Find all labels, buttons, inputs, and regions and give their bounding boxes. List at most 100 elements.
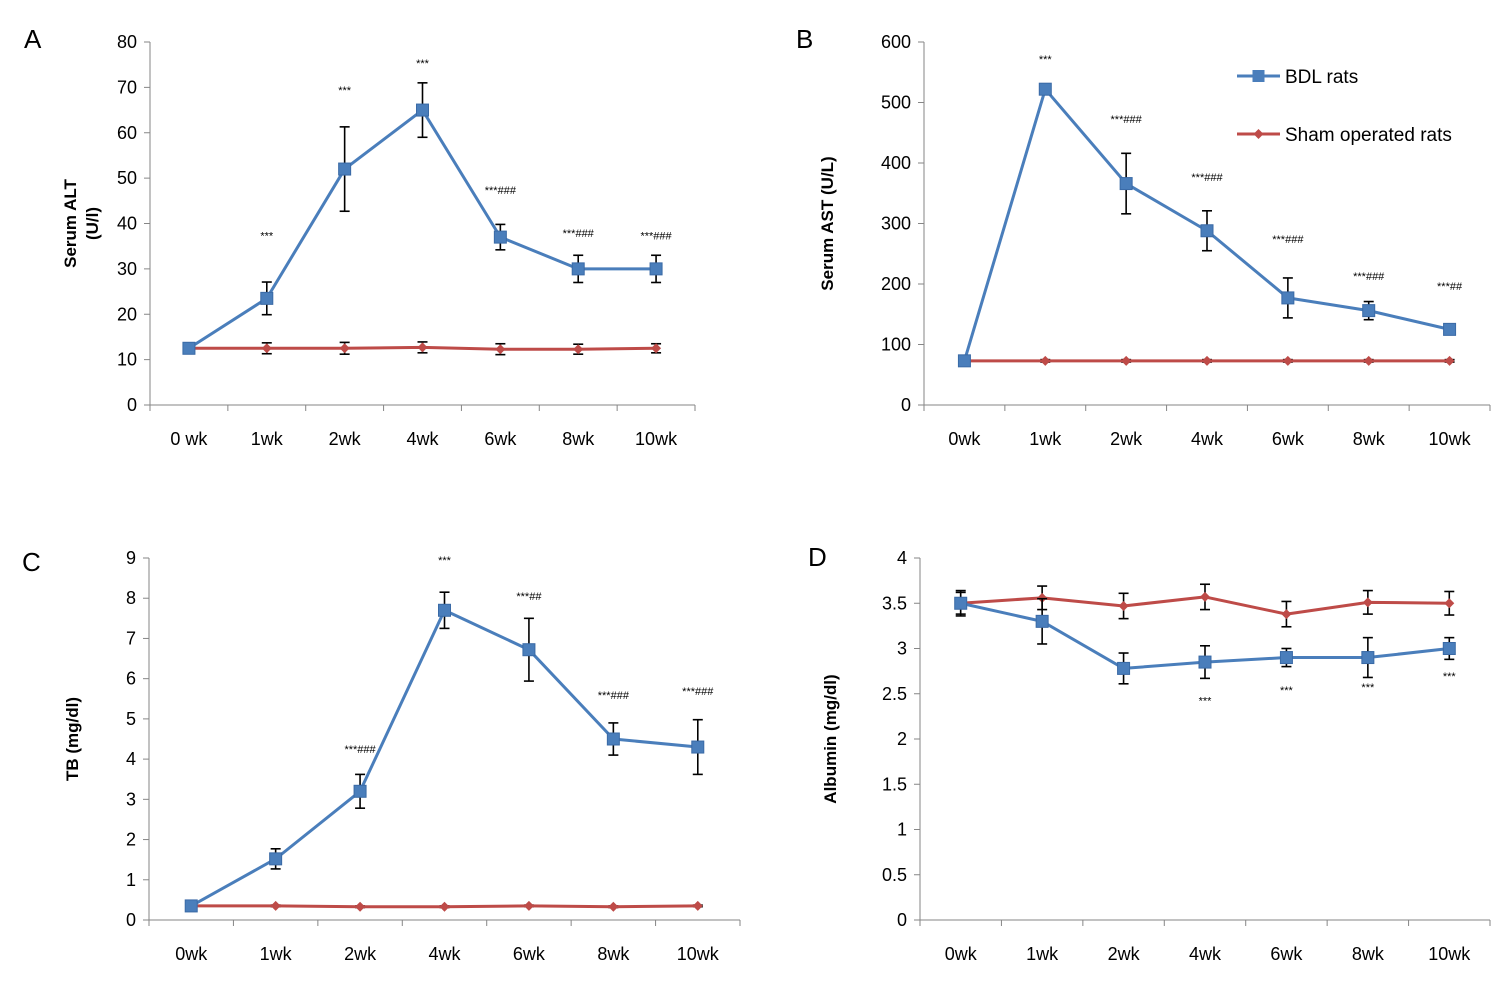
data-point-square: [957, 354, 971, 368]
data-point-square: [1361, 651, 1375, 665]
panel-letter: A: [24, 24, 42, 54]
y-tick-label: 2: [897, 729, 907, 749]
data-point-diamond: [339, 343, 350, 354]
data-point-square: [1200, 224, 1214, 238]
data-point-square: [1442, 642, 1456, 655]
legend-marker-diamond: [1253, 129, 1264, 139]
y-tick-label: 30: [117, 259, 137, 279]
data-point-diamond: [608, 901, 619, 912]
y-tick-label: 1: [126, 870, 136, 890]
x-tick-label: 2wk: [1108, 944, 1141, 964]
y-axis-title: Serum AST (U/L): [818, 156, 837, 290]
y-axis-title-line: (U/l): [83, 207, 102, 240]
significance-label: ***###: [682, 686, 714, 698]
data-point-diamond: [261, 343, 272, 354]
y-tick-label: 0: [901, 395, 911, 415]
y-axis-title: TB (mg/dl): [63, 697, 82, 781]
y-tick-label: 300: [881, 214, 911, 234]
data-point-square: [260, 291, 274, 305]
y-axis-title-line: Serum AST (U/L): [818, 156, 837, 290]
x-tick-label: 1wk: [1026, 944, 1059, 964]
legend-label: Sham operated rats: [1285, 125, 1452, 146]
data-point-diamond: [270, 900, 281, 911]
x-tick-label: 4wk: [406, 429, 439, 449]
chart-panel-c: C 0 1 2 3 4 5 6 7 8 9 0wk 1wk 2wk 4wk 6wk 8wk 10wk TB (mg/…: [22, 547, 741, 964]
data-point-square: [438, 603, 451, 617]
panel-letter: C: [22, 547, 41, 577]
data-point-diamond: [1200, 591, 1210, 602]
series-bdl-rats: [184, 591, 705, 913]
significance-label: ***: [1280, 685, 1294, 697]
data-point-diamond: [1363, 355, 1374, 366]
data-point-square: [1035, 614, 1049, 628]
significance-label: ***: [338, 85, 352, 97]
significance-label: ***###: [1191, 172, 1223, 184]
x-tick-label: 2wk: [1110, 429, 1143, 449]
y-axis-title: Albumin (mg/dl): [821, 674, 840, 803]
x-tick-label: 4wk: [1189, 944, 1222, 964]
significance-label: ***###: [1353, 271, 1385, 283]
y-tick-label: 1.5: [882, 774, 907, 794]
data-point-diamond: [573, 344, 584, 355]
series-sham-operated-rats: [186, 900, 703, 912]
data-point-diamond: [692, 900, 703, 911]
y-tick-label: 20: [117, 304, 137, 324]
y-tick-label: 400: [881, 153, 911, 173]
y-tick-label: 100: [881, 335, 911, 355]
x-tick-label: 10wk: [635, 429, 678, 449]
y-tick-label: 5: [126, 709, 136, 729]
significance-label: ***: [1361, 682, 1375, 694]
y-tick-label: 200: [881, 274, 911, 294]
series-sham-operated-rats: [955, 583, 1455, 628]
x-tick-label: 8wk: [1353, 429, 1386, 449]
data-point-square: [338, 162, 352, 176]
significance-label: ***###: [1111, 114, 1143, 126]
x-tick-label: 0wk: [945, 944, 978, 964]
y-tick-label: 0.5: [882, 865, 907, 885]
y-tick-label: 0: [897, 910, 907, 930]
data-point-diamond: [439, 901, 450, 912]
significance-label: ***###: [1272, 234, 1304, 246]
data-point-square: [184, 899, 198, 913]
y-tick-label: 8: [126, 588, 136, 608]
significance-label: ***: [416, 58, 430, 70]
y-tick-label: 50: [117, 168, 137, 188]
data-point-diamond: [417, 342, 428, 353]
panel-letter: B: [796, 24, 813, 54]
data-point-diamond: [1281, 609, 1292, 620]
y-tick-label: 60: [117, 123, 137, 143]
x-tick-label: 4wk: [428, 944, 461, 964]
legend-marker-square: [1252, 70, 1265, 82]
data-point-diamond: [651, 343, 662, 354]
significance-label: ***###: [563, 228, 595, 240]
y-tick-label: 4: [897, 548, 907, 568]
significance-label: ***: [1039, 54, 1053, 66]
y-tick-label: 40: [117, 214, 137, 234]
y-tick-label: 9: [126, 548, 136, 568]
data-point-diamond: [1040, 355, 1051, 366]
series-bdl-rats: [954, 591, 1456, 685]
data-point-square: [493, 230, 507, 244]
significance-label: ***###: [640, 230, 672, 242]
data-point-diamond: [1118, 600, 1129, 611]
data-point-square: [606, 732, 620, 746]
data-point-square: [269, 852, 283, 866]
x-tick-label: 10wk: [1429, 429, 1472, 449]
significance-label: ***: [260, 230, 274, 242]
y-axis-title-line: Serum ALT: [61, 178, 80, 267]
y-tick-label: 2.5: [882, 684, 907, 704]
data-point-square: [182, 341, 196, 355]
data-point-square: [353, 784, 367, 798]
x-tick-label: 6wk: [1270, 944, 1303, 964]
series-bdl-rats: [182, 82, 663, 355]
y-tick-label: 1: [897, 820, 907, 840]
data-point-square: [571, 262, 585, 276]
data-point-diamond: [1362, 597, 1373, 608]
significance-label: ***: [1199, 696, 1213, 708]
y-tick-label: 4: [126, 749, 136, 769]
y-tick-label: 7: [126, 628, 136, 648]
series-line: [190, 608, 698, 908]
data-point-square: [649, 262, 663, 276]
x-tick-label: 6wk: [1272, 429, 1305, 449]
